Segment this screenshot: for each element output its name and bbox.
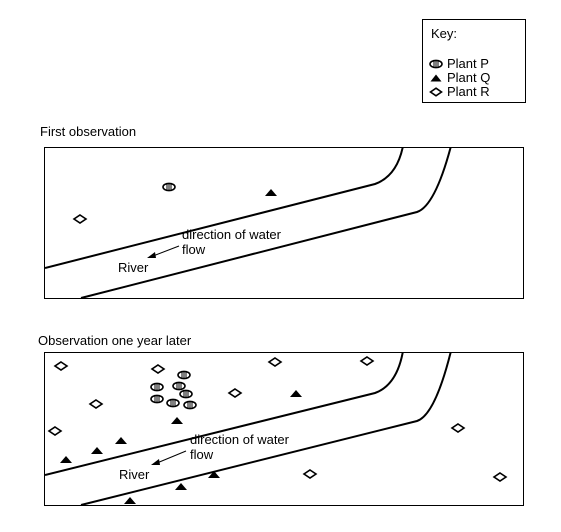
key-item-label: Plant R bbox=[447, 84, 490, 99]
key-item-plant-r: Plant R bbox=[429, 85, 490, 99]
plant-r-marker bbox=[72, 214, 88, 224]
plant-p-marker bbox=[179, 389, 193, 399]
flow-arrow bbox=[147, 245, 180, 258]
plant-r-icon bbox=[429, 87, 443, 97]
river-label: River bbox=[119, 467, 150, 482]
key-item-label: Plant Q bbox=[447, 70, 491, 85]
plant-p-marker bbox=[150, 394, 164, 404]
direction-label-line1: direction of water bbox=[190, 432, 289, 447]
plant-q-marker bbox=[60, 456, 72, 463]
plant-p-marker bbox=[162, 182, 176, 192]
plant-p-marker bbox=[177, 370, 191, 380]
plant-r-marker bbox=[268, 357, 282, 367]
plant-p-marker bbox=[183, 400, 197, 410]
plant-r-marker bbox=[360, 356, 374, 366]
key-item-plant-q: Plant Q bbox=[429, 71, 490, 85]
plant-p-marker bbox=[172, 381, 186, 391]
panel-1-caption: First observation bbox=[40, 124, 137, 139]
plant-r-marker bbox=[89, 399, 103, 409]
plant-q-marker bbox=[115, 437, 127, 444]
plant-q-marker bbox=[265, 189, 277, 196]
plant-p-icon bbox=[429, 59, 443, 69]
river-bank-lower bbox=[80, 353, 452, 506]
direction-label-line1: direction of water bbox=[182, 227, 281, 242]
panel-first-observation: direction of water flow River bbox=[44, 147, 524, 299]
plant-r-marker bbox=[151, 364, 165, 374]
plant-q-marker bbox=[91, 447, 103, 454]
river-bank-upper bbox=[45, 353, 404, 476]
plant-q-marker bbox=[290, 390, 302, 397]
plant-r-marker bbox=[303, 469, 317, 479]
direction-label-line2: flow bbox=[190, 447, 214, 462]
river-bank-upper bbox=[45, 148, 404, 269]
plant-p-marker bbox=[166, 398, 180, 408]
plant-r-marker bbox=[48, 426, 62, 436]
plant-q-marker bbox=[175, 483, 187, 490]
panel-1-drawing bbox=[45, 148, 452, 299]
plant-q-icon bbox=[430, 74, 442, 82]
river-bank-lower bbox=[80, 148, 452, 299]
key-box: Key: Plant P Plant Q Plant R bbox=[422, 19, 526, 103]
plant-r-marker bbox=[493, 472, 507, 482]
flow-arrow bbox=[151, 450, 187, 465]
key-item-label: Plant P bbox=[447, 56, 489, 71]
river-label: River bbox=[118, 260, 149, 275]
panel-one-year-later: direction of water flow River bbox=[44, 352, 524, 506]
plant-q-marker bbox=[124, 497, 136, 504]
plant-r-marker bbox=[54, 361, 68, 371]
direction-label-line2: flow bbox=[182, 242, 206, 257]
panel-2-drawing bbox=[45, 353, 507, 506]
plant-r-marker bbox=[228, 388, 242, 398]
plant-p-marker bbox=[150, 382, 164, 392]
key-item-plant-p: Plant P bbox=[429, 57, 489, 71]
plant-r-marker bbox=[451, 423, 465, 433]
panel-2-caption: Observation one year later bbox=[38, 333, 192, 348]
plant-q-marker bbox=[171, 417, 183, 424]
key-title: Key: bbox=[431, 26, 458, 41]
